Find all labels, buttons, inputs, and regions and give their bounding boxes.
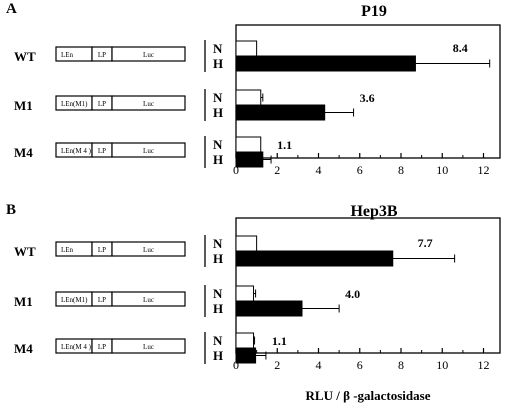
condition-label-n: N xyxy=(213,137,223,152)
construct-segment-label: LP xyxy=(98,246,106,254)
construct-segment-label: Luc xyxy=(143,100,154,108)
construct-name: WT xyxy=(14,49,36,64)
fold-induction-label: 7.7 xyxy=(418,236,433,250)
bar-normoxia xyxy=(235,40,258,57)
condition-label-n: N xyxy=(213,41,223,56)
construct-segment-label: LP xyxy=(98,343,106,351)
construct-name: M1 xyxy=(14,98,33,113)
plot-frame xyxy=(235,217,501,354)
construct-segment-label: LEn xyxy=(61,246,74,254)
fold-induction-label: 1.1 xyxy=(272,334,287,348)
construct-segment-label: LEn(M1) xyxy=(61,100,88,108)
x-tick-label: 10 xyxy=(436,358,448,372)
condition-label-h: H xyxy=(213,152,223,167)
x-tick-label: 2 xyxy=(274,358,280,372)
construct-segment xyxy=(111,338,186,354)
bar-normoxia xyxy=(235,285,255,302)
x-tick-label: 8 xyxy=(398,358,404,372)
panel-label: B xyxy=(6,202,16,218)
x-tick-label: 12 xyxy=(478,358,490,372)
construct-segment xyxy=(111,95,186,111)
bar-hypoxia xyxy=(235,300,303,317)
x-tick-label: 0 xyxy=(233,358,239,372)
construct-segment-label: Luc xyxy=(143,51,154,59)
condition-label-n: N xyxy=(213,236,223,251)
panel-label: A xyxy=(6,1,17,17)
construct-segment-label: Luc xyxy=(143,246,154,254)
construct-segment xyxy=(111,291,186,307)
construct-segment-label: LP xyxy=(98,100,106,108)
x-tick-label: 12 xyxy=(478,163,490,177)
x-tick-label: 0 xyxy=(233,163,239,177)
x-tick-label: 4 xyxy=(316,163,322,177)
chart-title: Hep3B xyxy=(350,203,397,220)
construct-segment-label: Luc xyxy=(143,296,154,304)
construct-segment-label: LP xyxy=(98,296,106,304)
bar-normoxia xyxy=(235,235,258,252)
x-tick-label: 8 xyxy=(398,163,404,177)
condition-label-h: H xyxy=(213,56,223,71)
construct-segment-label: LEn(M 4 ) xyxy=(61,343,92,351)
bar-hypoxia xyxy=(235,151,264,168)
condition-label-h: H xyxy=(213,105,223,120)
construct-name: M4 xyxy=(14,341,33,356)
chart-title: P19 xyxy=(361,3,387,20)
construct-segment-label: LEn(M 4 ) xyxy=(61,147,92,155)
condition-label-h: H xyxy=(213,301,223,316)
bar-normoxia xyxy=(235,89,262,106)
construct-segment-label: LEn(M1) xyxy=(61,296,88,304)
construct-segment xyxy=(111,46,186,62)
bar-normoxia xyxy=(235,136,262,153)
construct-name: M4 xyxy=(14,145,33,160)
x-tick-label: 4 xyxy=(316,358,322,372)
construct-segment-label: Luc xyxy=(143,343,154,351)
condition-label-h: H xyxy=(213,251,223,266)
construct-segment xyxy=(111,241,186,257)
construct-segment-label: LP xyxy=(98,147,106,155)
x-tick-label: 2 xyxy=(274,163,280,177)
condition-label-h: H xyxy=(213,348,223,363)
construct-segment xyxy=(111,142,186,158)
construct-name: M1 xyxy=(14,294,33,309)
bar-hypoxia xyxy=(235,250,394,267)
construct-segment-label: LEn xyxy=(61,51,74,59)
x-tick-label: 6 xyxy=(357,358,363,372)
condition-label-n: N xyxy=(213,286,223,301)
bar-normoxia xyxy=(235,332,255,349)
construct-name: WT xyxy=(14,244,36,259)
x-tick-label: 10 xyxy=(436,163,448,177)
condition-label-n: N xyxy=(213,90,223,105)
construct-segment-label: LP xyxy=(98,51,106,59)
fold-induction-label: 8.4 xyxy=(453,41,468,55)
x-tick-label: 6 xyxy=(357,163,363,177)
construct-segment-label: Luc xyxy=(143,147,154,155)
fold-induction-label: 3.6 xyxy=(360,91,375,105)
bar-hypoxia xyxy=(235,55,416,72)
bar-hypoxia xyxy=(235,104,326,121)
fold-induction-label: 4.0 xyxy=(345,287,360,301)
condition-label-n: N xyxy=(213,333,223,348)
bar-hypoxia xyxy=(235,347,257,364)
x-axis-label: RLU / β -galactosidase xyxy=(306,388,431,403)
fold-induction-label: 1.1 xyxy=(277,138,292,152)
